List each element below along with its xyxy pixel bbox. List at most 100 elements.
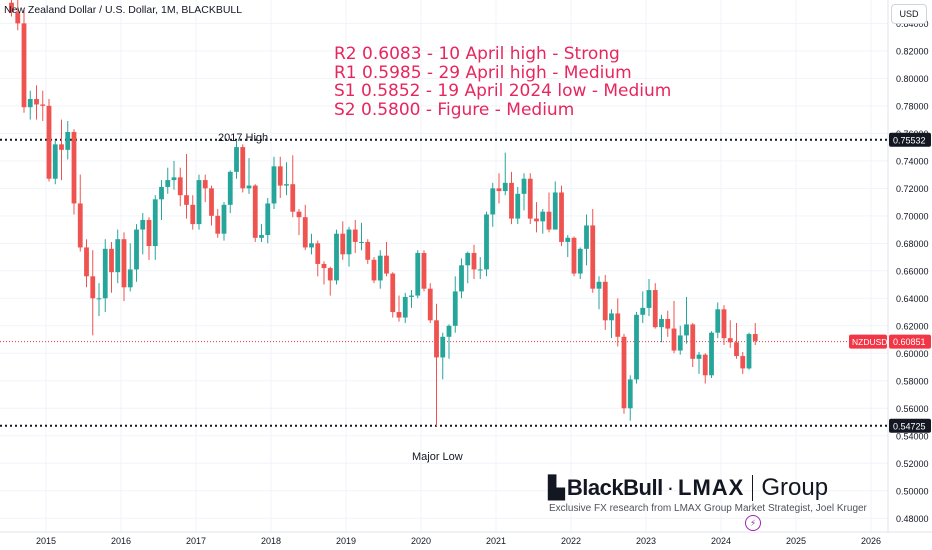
candle-body [227,171,233,205]
candle-body [502,182,508,192]
candle-body [234,147,239,172]
candle-body [440,336,446,358]
candle [665,310,671,337]
y-tick-label: 0.56000 [896,404,929,414]
candle [265,197,271,244]
symbol-tag-text: NZDUSD [852,337,887,347]
annotation-r1: R1 0.5985 - 29 April high - Medium [334,62,632,83]
y-tick-label: 0.50000 [896,486,929,496]
candle [602,274,608,330]
candle [384,241,389,277]
candle-body [140,219,146,230]
candle-body [252,185,258,238]
candle-body [209,188,214,216]
y-tick-label: 0.58000 [896,376,929,386]
candle [259,224,264,242]
x-tick-label: 2015 [36,536,56,546]
candle [359,222,364,251]
candle [646,279,652,317]
candle [427,283,433,324]
y-tick-label: 0.82000 [896,46,929,56]
candle-body [221,204,227,234]
candle [484,211,489,277]
price-tag-text: 0.75532 [893,135,926,145]
candle-body [590,225,596,289]
candle [84,239,89,288]
candle [546,192,552,233]
candle-body [534,218,539,222]
blackbull-icon: ▙ [548,475,565,500]
candle [490,182,496,227]
candle [521,173,527,211]
candle [434,303,439,427]
candle-body [690,324,696,359]
candle-body [284,184,289,186]
y-tick-label: 0.70000 [896,211,929,221]
candle-body [577,248,583,274]
candle-body [296,211,302,218]
candle-body [27,98,33,108]
price-tag-text: 0.60851 [893,337,926,347]
candle-body [177,177,183,196]
candle [102,239,108,313]
symbol-tag-bg [849,334,887,349]
candle-body [165,180,171,187]
low-level-label: Major Low [412,451,463,463]
candle-body [240,147,246,189]
candle-body [665,318,671,329]
candle [390,272,396,318]
candle [715,302,721,339]
candle [321,261,327,285]
candle-body [640,307,646,315]
candle [471,244,477,280]
candle [502,152,508,196]
candle [277,156,283,198]
candle [15,0,21,31]
candle [65,120,71,160]
annotation-s2: S2 0.5800 - Figure - Medium [334,99,575,120]
candle-body [752,334,758,341]
currency-button[interactable]: USD [891,4,927,24]
candle [734,323,739,359]
candle [352,219,358,253]
candle-body [515,193,521,219]
candle [234,140,239,179]
candle [171,160,177,190]
candle [534,202,539,233]
candle-body [584,225,589,249]
candle-body [396,312,402,318]
symbol-title[interactable]: New Zealand Dollar / U.S. Dollar, 1M, BL… [4,4,243,16]
candle-body [159,186,164,200]
candle [290,155,296,218]
candle-body [427,288,433,321]
candle [721,305,727,346]
candle [365,239,371,264]
candle [659,314,664,343]
candle [640,291,646,324]
tradingview-lightning-icon[interactable]: ⚡ [745,515,761,531]
candle-body [384,255,389,274]
candle-body [571,237,577,274]
candle-body [146,219,152,247]
candle [315,240,321,277]
candle [496,173,502,204]
candle [227,170,233,214]
candle-body [377,255,383,281]
candle [527,173,533,225]
y-tick-label: 0.64000 [896,294,929,304]
candle-body [46,105,52,179]
time-axis[interactable]: 2015 2016 2017 2018 2019 2020 2021 2022 2023 2024… [36,536,881,546]
candle [40,90,46,121]
candle-body [602,281,608,321]
candle [690,323,696,368]
candle-body [452,291,458,326]
candle [34,85,39,120]
candle-body [171,177,177,181]
candle-body [540,211,546,222]
y-tick-label: 0.68000 [896,239,929,249]
candle-body [134,229,139,270]
candle-body [552,192,558,230]
candle-body [371,259,377,281]
price-tag-bg [889,418,931,433]
